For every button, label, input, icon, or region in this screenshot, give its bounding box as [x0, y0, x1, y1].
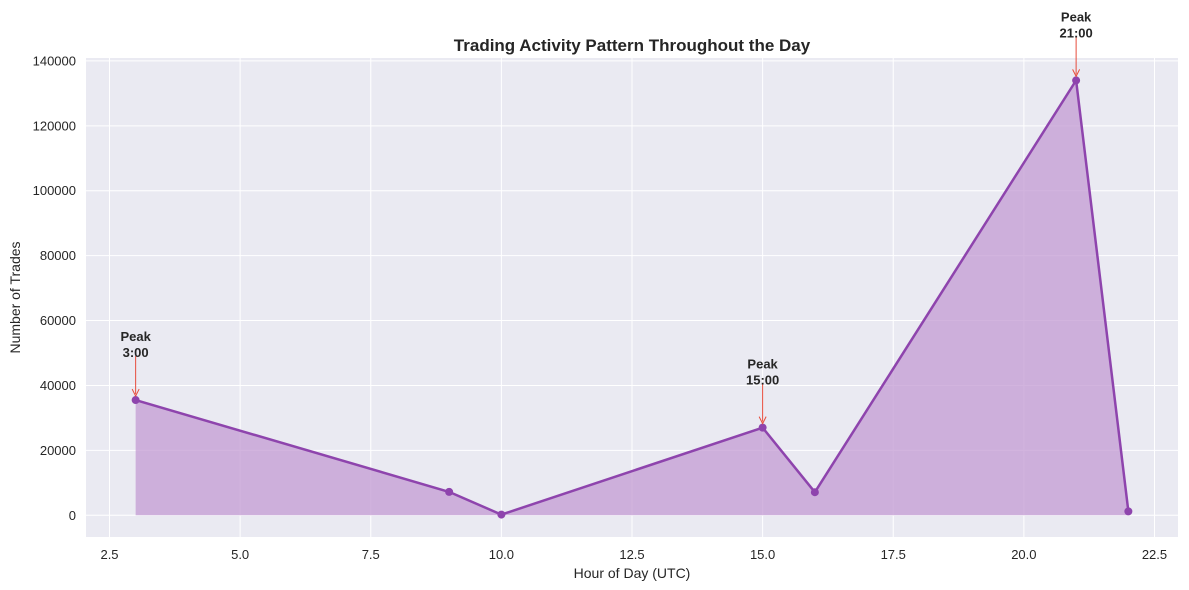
data-point	[131, 396, 140, 405]
annotation-label: Peak	[747, 357, 778, 372]
x-tick-label: 10.0	[489, 547, 514, 562]
annotation-time: 3:00	[123, 345, 149, 360]
area-fill	[135, 80, 1129, 516]
y-tick-label: 80000	[40, 248, 76, 263]
x-axis-title: Hour of Day (UTC)	[574, 565, 691, 581]
chart-title: Trading Activity Pattern Throughout the …	[454, 36, 811, 55]
x-tick-label: 22.5	[1142, 547, 1167, 562]
annotation-time: 21:00	[1059, 25, 1092, 40]
x-tick-label: 7.5	[362, 547, 380, 562]
x-tick-label: 2.5	[100, 547, 118, 562]
x-tick-label: 15.0	[750, 547, 775, 562]
data-point	[445, 487, 454, 496]
annotation-arrow-head	[1072, 69, 1081, 78]
annotation-label: Peak	[1061, 9, 1092, 24]
annotation-arrow-head	[758, 416, 767, 425]
data-points	[131, 76, 1133, 519]
y-axis-title: Number of Trades	[7, 241, 23, 353]
data-point	[1124, 507, 1133, 516]
y-tick-label: 140000	[33, 53, 76, 68]
x-tick-label: 20.0	[1011, 547, 1036, 562]
y-tick-label: 20000	[40, 443, 76, 458]
data-point	[1072, 76, 1081, 85]
y-tick-labels: 0 20000 40000 60000 80000 100000 120000 140000	[33, 53, 76, 522]
y-tick-label: 60000	[40, 313, 76, 328]
annotation-arrow-head	[131, 388, 140, 398]
y-tick-label: 120000	[33, 118, 76, 133]
x-tick-label: 5.0	[231, 547, 249, 562]
y-tick-label: 100000	[33, 183, 76, 198]
data-point	[497, 510, 506, 519]
y-tick-label: 0	[69, 508, 76, 523]
y-tick-label: 40000	[40, 378, 76, 393]
annotation-label: Peak	[120, 329, 151, 344]
data-point	[758, 423, 767, 432]
x-tick-labels: 2.5 5.0 7.5 10.0 12.5 15.0 17.5 20.0 22.5	[100, 547, 1167, 562]
annotation-time: 15:00	[746, 373, 779, 388]
x-tick-label: 17.5	[881, 547, 906, 562]
x-tick-label: 12.5	[619, 547, 644, 562]
data-point	[810, 488, 819, 497]
